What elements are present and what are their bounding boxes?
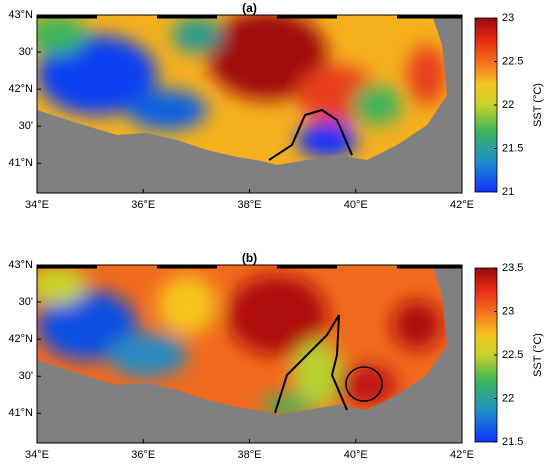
lon-tick-label: 40°E: [344, 449, 368, 461]
panel-label: (a): [242, 1, 257, 15]
colorbar-tick-label: 22.5: [502, 349, 523, 361]
lon-tick-label: 36°E: [131, 449, 155, 461]
lat-tick-label: 30': [19, 370, 33, 382]
lat-tick-label: 30': [19, 296, 33, 308]
colorbar-tick-label: 23: [502, 12, 514, 24]
colorbar-tick-label: 21.5: [502, 142, 523, 154]
colorbar-tick-label: 23: [502, 305, 514, 317]
lon-tick-label: 42°E: [450, 199, 474, 211]
lon-tick-label: 38°E: [238, 199, 262, 211]
lat-tick-label: 42°N: [8, 333, 33, 345]
lat-tick-label: 41°N: [8, 157, 33, 169]
contour: [274, 314, 348, 414]
lon-tick-label: 36°E: [131, 199, 155, 211]
map-b: [36, 264, 463, 444]
colorbar-label: SST (°C): [532, 333, 544, 377]
contour: [268, 108, 353, 161]
lon-tick-label: 38°E: [238, 449, 262, 461]
lat-tick-label: 43°N: [8, 9, 33, 21]
lon-tick-label: 34°E: [25, 199, 49, 211]
colorbar-tick-label: 21: [502, 186, 514, 198]
map-a: [36, 14, 463, 194]
lat-tick-label: 30': [19, 46, 33, 58]
lon-tick-label: 40°E: [344, 199, 368, 211]
colorbar-tick-label: 22: [502, 99, 514, 111]
colorbar: [474, 17, 498, 193]
lat-tick-label: 43°N: [8, 259, 33, 271]
lat-tick-label: 41°N: [8, 407, 33, 419]
panel-label: (b): [242, 251, 257, 265]
colorbar: [474, 267, 498, 443]
lat-tick-label: 30': [19, 120, 33, 132]
colorbar-label: SST (°C): [532, 83, 544, 127]
lon-tick-label: 34°E: [25, 449, 49, 461]
circle-contour: [345, 366, 383, 402]
colorbar-tick-label: 22.5: [502, 55, 523, 67]
lat-tick-label: 42°N: [8, 83, 33, 95]
sst-field: [37, 15, 447, 165]
lon-tick-label: 42°E: [450, 449, 474, 461]
colorbar-tick-label: 21.5: [502, 436, 523, 448]
colorbar-tick-label: 23.5: [502, 262, 523, 274]
colorbar-tick-label: 22: [502, 392, 514, 404]
